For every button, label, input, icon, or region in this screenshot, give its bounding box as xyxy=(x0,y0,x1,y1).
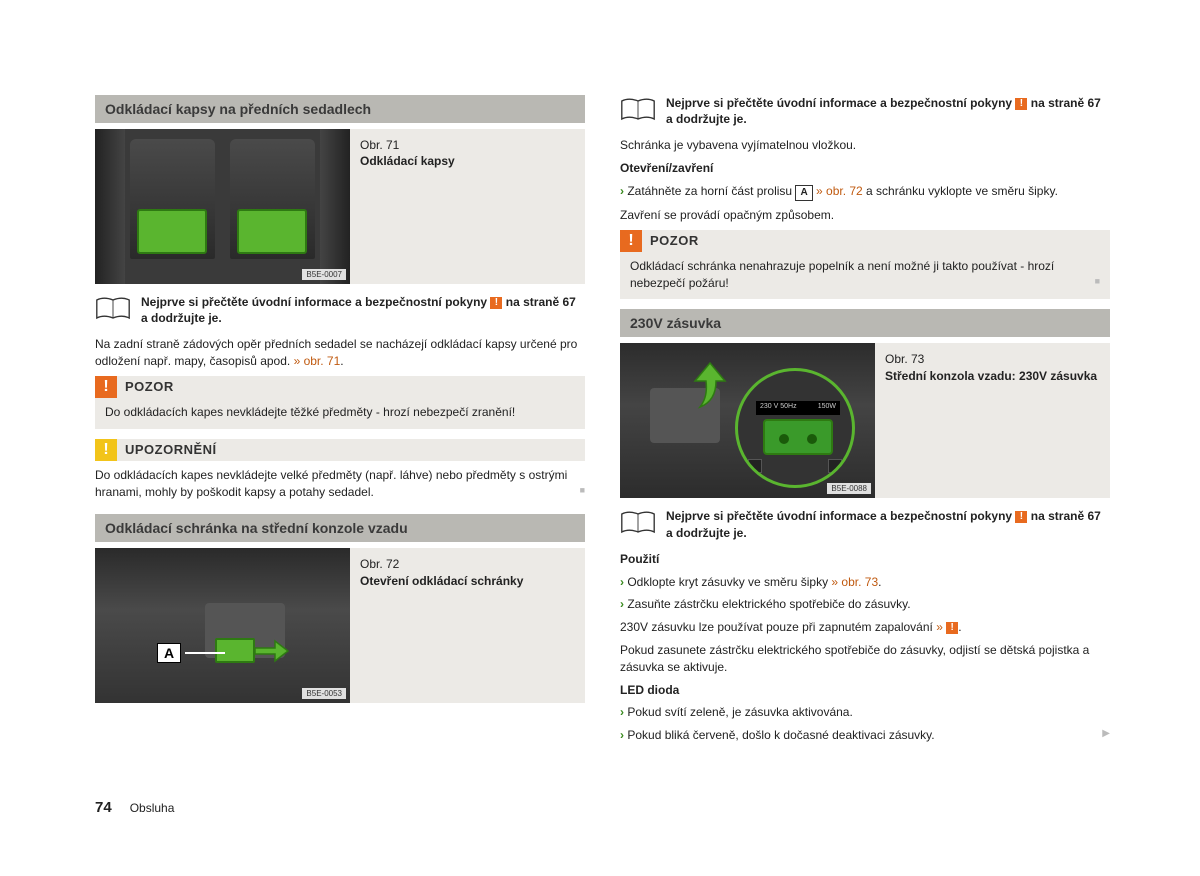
figure-72-image: A B5E-0053 xyxy=(95,548,350,703)
figure-72: A B5E-0053 Obr. 72 Otevření odkládací sc… xyxy=(95,548,585,703)
right-column: Nejprve si přečtěte úvodní informace a b… xyxy=(620,95,1110,750)
figure-73-image: 230 V 50Hz 150W B5E-0088 xyxy=(620,343,875,498)
warn-icon-inline: ! xyxy=(946,622,958,634)
figure-73: 230 V 50Hz 150W B5E-0088 Obr. 73 Střední… xyxy=(620,343,1110,498)
section-heading: Odkládací schránka na střední konzole vz… xyxy=(95,514,585,542)
bullet-step: Zasuňte zástrčku elektrického spotřebiče… xyxy=(620,596,1110,613)
figure-71: B5E-0007 Obr. 71 Odkládací kapsy xyxy=(95,129,585,284)
book-icon xyxy=(620,510,656,536)
read-first-note: Nejprve si přečtěte úvodní informace a b… xyxy=(95,294,585,326)
figure-73-caption: Obr. 73 Střední konzola vzadu: 230V zásu… xyxy=(875,343,1107,498)
paragraph: Na zadní straně zádových opěr předních s… xyxy=(95,336,585,370)
note-text: Nejprve si přečtěte úvodní informace a b… xyxy=(666,95,1110,127)
figure-72-caption: Obr. 72 Otevření odkládací schránky xyxy=(350,548,533,703)
warn-icon-inline: ! xyxy=(1015,98,1027,110)
warn-icon-inline: ! xyxy=(490,297,502,309)
socket-label-volt: 230 V 50Hz xyxy=(760,403,797,413)
subheading: Otevření/zavření xyxy=(620,160,1110,177)
bullet-step: Pokud bliká červeně, došlo k dočasné dea… xyxy=(620,727,1110,744)
continue-marker: ▶ xyxy=(1102,727,1110,741)
upozorneni-title: UPOZORNĚNÍ xyxy=(125,442,217,457)
page-category: Obsluha xyxy=(130,801,175,815)
left-column: Odkládací kapsy na předních sedadlech B5… xyxy=(95,95,585,750)
read-first-note: Nejprve si přečtěte úvodní informace a b… xyxy=(620,508,1110,540)
figure-number: Obr. 71 xyxy=(360,138,399,152)
read-first-note: Nejprve si přečtěte úvodní informace a b… xyxy=(620,95,1110,127)
figure-title: Otevření odkládací schránky xyxy=(360,574,523,588)
figure-ref: » xyxy=(936,620,946,634)
callout-ref-a: A xyxy=(795,185,812,201)
section-end-marker: ■ xyxy=(1095,275,1100,288)
note-text: Nejprve si přečtěte úvodní informace a b… xyxy=(666,508,1110,540)
pozor-header: ! POZOR xyxy=(95,376,585,398)
figure-code: B5E-0053 xyxy=(302,688,346,699)
subheading: LED dioda xyxy=(620,682,1110,699)
upozorneni-body: Do odkládacích kapes nevkládejte velké p… xyxy=(95,467,585,501)
book-icon xyxy=(620,97,656,123)
pozor-title: POZOR xyxy=(650,233,699,248)
pozor-title: POZOR xyxy=(125,379,174,394)
warning-icon: ! xyxy=(95,376,117,398)
page-number: 74 xyxy=(95,799,112,816)
pozor-body: Do odkládacích kapes nevkládejte těžké p… xyxy=(95,398,585,429)
paragraph: Pokud zasunete zástrčku elektrického spo… xyxy=(620,642,1110,676)
bullet-step: Zatáhněte za horní část prolisu A » obr.… xyxy=(620,183,1110,201)
figure-71-image: B5E-0007 xyxy=(95,129,350,284)
socket-label-watt: 150W xyxy=(818,403,836,413)
figure-code: B5E-0007 xyxy=(302,269,346,280)
bullet-step: Pokud svítí zeleně, je zásuvka aktivován… xyxy=(620,704,1110,721)
figure-ref: » obr. 73 xyxy=(831,575,878,589)
upozorneni-header: ! UPOZORNĚNÍ xyxy=(95,439,585,461)
warn-icon-inline: ! xyxy=(1015,511,1027,523)
subheading: Použití xyxy=(620,551,1110,568)
figure-title: Odkládací kapsy xyxy=(360,154,455,168)
figure-title: Střední konzola vzadu: 230V zásuvka xyxy=(885,369,1097,383)
pozor-header: ! POZOR xyxy=(620,230,1110,252)
figure-71-caption: Obr. 71 Odkládací kapsy xyxy=(350,129,465,284)
figure-ref: » obr. 71 xyxy=(294,354,341,368)
section-heading: Odkládací kapsy na předních sedadlech xyxy=(95,95,585,123)
paragraph: 230V zásuvku lze používat pouze při zapn… xyxy=(620,619,1110,636)
pozor-body: Odkládací schránka nenahrazuje popelník … xyxy=(620,252,1110,300)
page-columns: Odkládací kapsy na předních sedadlech B5… xyxy=(95,95,1110,750)
section-heading: 230V zásuvka xyxy=(620,309,1110,337)
figure-code: B5E-0088 xyxy=(827,483,871,494)
book-icon xyxy=(95,296,131,322)
section-end-marker: ■ xyxy=(580,484,585,497)
callout-a: A xyxy=(157,643,181,663)
caution-icon: ! xyxy=(95,439,117,461)
paragraph: Zavření se provádí opačným způsobem. xyxy=(620,207,1110,224)
note-text: Nejprve si přečtěte úvodní informace a b… xyxy=(141,294,585,326)
paragraph: Schránka je vybavena vyjímatelnou vložko… xyxy=(620,137,1110,154)
figure-number: Obr. 72 xyxy=(360,557,399,571)
figure-number: Obr. 73 xyxy=(885,352,924,366)
figure-ref: » obr. 72 xyxy=(813,184,863,198)
page-footer: 74 Obsluha xyxy=(95,799,174,816)
bullet-step: Odklopte kryt zásuvky ve směru šipky » o… xyxy=(620,574,1110,591)
warning-icon: ! xyxy=(620,230,642,252)
